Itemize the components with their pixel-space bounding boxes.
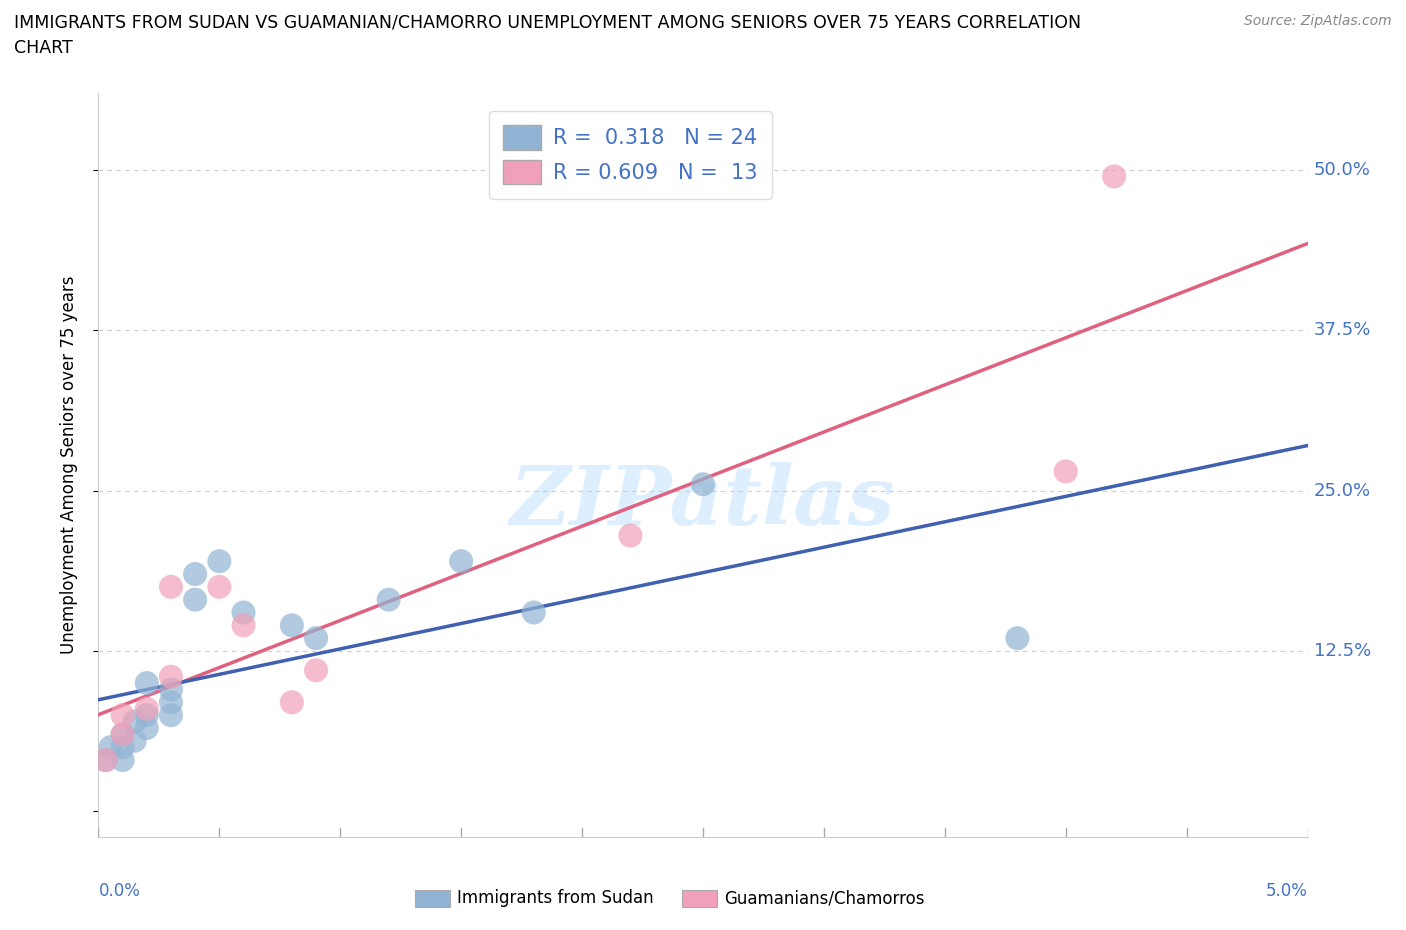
Point [111, 739, 134, 754]
Point [208, 553, 231, 568]
Point [619, 528, 641, 543]
Text: 5.0%: 5.0% [1265, 882, 1308, 900]
Point [305, 663, 328, 678]
Point [160, 670, 183, 684]
Point [111, 708, 134, 723]
Point [160, 682, 183, 697]
Point [124, 714, 146, 729]
Point [135, 701, 157, 716]
Point [100, 739, 122, 754]
Point [111, 727, 134, 742]
Point [111, 752, 134, 767]
Point [305, 631, 328, 645]
Point [94, 752, 117, 767]
Point [377, 592, 399, 607]
Point [692, 477, 714, 492]
Text: 0.0%: 0.0% [98, 882, 141, 900]
Y-axis label: Unemployment Among Seniors over 75 years: Unemployment Among Seniors over 75 years [59, 276, 77, 654]
Point [1102, 169, 1125, 184]
Point [1007, 631, 1029, 645]
Point [281, 618, 304, 632]
Point [124, 734, 146, 749]
Text: Source: ZipAtlas.com: Source: ZipAtlas.com [1244, 14, 1392, 28]
Point [160, 695, 183, 710]
Point [1054, 464, 1077, 479]
Text: 25.0%: 25.0% [1313, 482, 1371, 499]
Point [184, 592, 207, 607]
Point [208, 579, 231, 594]
Text: 12.5%: 12.5% [1313, 642, 1371, 660]
Text: IMMIGRANTS FROM SUDAN VS GUAMANIAN/CHAMORRO UNEMPLOYMENT AMONG SENIORS OVER 75 Y: IMMIGRANTS FROM SUDAN VS GUAMANIAN/CHAMO… [14, 14, 1081, 32]
Point [184, 566, 207, 581]
Text: ZIPatlas: ZIPatlas [510, 462, 896, 542]
Point [160, 708, 183, 723]
Point [135, 675, 157, 690]
Point [111, 727, 134, 742]
Point [160, 579, 183, 594]
Text: CHART: CHART [14, 39, 73, 57]
Text: 50.0%: 50.0% [1313, 161, 1371, 179]
Point [135, 721, 157, 736]
Text: Guamanians/Chamorros: Guamanians/Chamorros [724, 889, 925, 908]
Legend: R =  0.318   N = 24, R = 0.609   N =  13: R = 0.318 N = 24, R = 0.609 N = 13 [489, 111, 772, 199]
Text: Immigrants from Sudan: Immigrants from Sudan [457, 889, 654, 908]
Point [281, 695, 304, 710]
Point [523, 605, 546, 620]
Point [232, 605, 254, 620]
Point [94, 752, 117, 767]
Point [450, 553, 472, 568]
Text: 37.5%: 37.5% [1313, 321, 1371, 339]
Point [135, 708, 157, 723]
Point [232, 618, 254, 632]
